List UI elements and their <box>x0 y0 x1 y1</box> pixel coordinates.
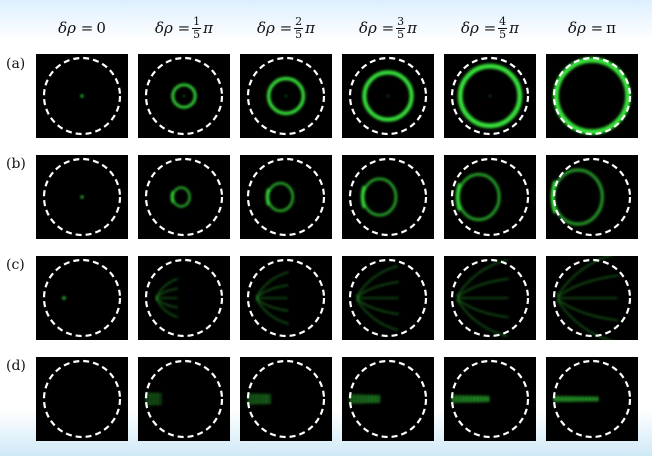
panel-c-1 <box>138 256 230 340</box>
row-label-a: (a) <box>6 56 26 72</box>
panel-c-4 <box>444 256 536 340</box>
panel-d-4 <box>444 357 536 441</box>
panel-c-2 <box>240 256 332 340</box>
panel-b-0 <box>36 155 128 239</box>
panel-d-1 <box>138 357 230 441</box>
row-label-d: (d) <box>6 358 26 374</box>
panel-c-3 <box>342 256 434 340</box>
panel-b-5 <box>546 155 638 239</box>
panel-d-5 <box>546 357 638 441</box>
panel-b-4 <box>444 155 536 239</box>
panel-b-2 <box>240 155 332 239</box>
panel-a-0 <box>36 54 128 138</box>
row-label-c: (c) <box>6 257 25 273</box>
panel-c-0 <box>36 256 128 340</box>
panel-a-1 <box>138 54 230 138</box>
panel-c-5 <box>546 256 638 340</box>
panel-a-2 <box>240 54 332 138</box>
panel-b-3 <box>342 155 434 239</box>
panel-d-3 <box>342 357 434 441</box>
col-header-5: δρ = π <box>567 19 617 37</box>
col-header-0: δρ = 0 <box>58 19 106 37</box>
panel-d-2 <box>240 357 332 441</box>
panel-d-0 <box>36 357 128 441</box>
row-label-b: (b) <box>6 156 26 172</box>
panel-a-5 <box>546 54 638 138</box>
panel-a-3 <box>342 54 434 138</box>
panel-b-1 <box>138 155 230 239</box>
panel-a-4 <box>444 54 536 138</box>
